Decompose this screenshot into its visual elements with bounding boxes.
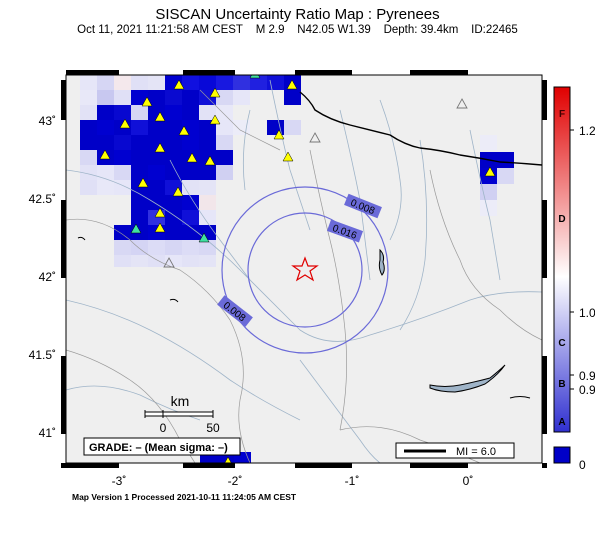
map-subtitle: Oct 11, 2021 11:21:58 AM CEST M 2.9 N42.… (0, 24, 595, 36)
lat-label-42: 42˚ (39, 270, 56, 284)
colorbar-value-0: 0 (579, 458, 586, 472)
colorbar-letter-d: D (558, 214, 565, 225)
lon-label-1: -1˚ (345, 474, 360, 488)
event-magnitude: M 2.9 (255, 24, 285, 36)
colorbar-value-0-9a: 0.9 (579, 369, 595, 383)
colorbar-letter-a: A (558, 417, 565, 428)
water-bodies (77, 236, 531, 399)
lon-label-0: 0˚ (463, 474, 474, 488)
lon-label-3: -3˚ (112, 474, 127, 488)
country-border (299, 91, 542, 166)
mi-legend: MI = 6.0 (395, 442, 515, 459)
colorbar-letter-b: B (558, 379, 565, 390)
event-date: Oct 11, 2021 11:21:58 AM CEST (77, 24, 243, 36)
colorbar-value-1-2: 1.2 (579, 124, 595, 138)
processing-footer: Map Version 1 Processed 2021-10-11 11:24… (72, 492, 297, 502)
lat-label-41-5: 41.5˚ (29, 348, 56, 362)
lat-label-41: 41˚ (39, 426, 56, 440)
svg-text:km: km (171, 393, 190, 409)
uncertainty-contours (221, 186, 389, 354)
event-location: N42.05 W1.39 (297, 24, 371, 36)
svg-text:MI = 6.0: MI = 6.0 (456, 446, 496, 458)
lon-label-2: -2˚ (228, 474, 243, 488)
svg-text:0: 0 (160, 421, 167, 435)
svg-text:50: 50 (206, 421, 220, 435)
epicenter-star (291, 256, 319, 282)
colorbar-value-1-0: 1.0 (579, 306, 595, 320)
colorbar: F D C B A 1.2 1.0 0.9 0.9 0 (553, 86, 595, 472)
event-depth: Depth: 39.4km (383, 24, 459, 36)
colorbar-value-0-9b: 0.9 (579, 383, 595, 397)
seismic-stations (99, 75, 496, 463)
grade-box: GRADE: – (Mean sigma: –) (83, 437, 241, 456)
map-frame (61, 70, 547, 468)
event-id: ID:22465 (471, 24, 518, 36)
colorbar-letter-c: C (558, 338, 565, 349)
colorbar-letter-f: F (559, 109, 565, 120)
svg-text:GRADE: – (Mean sigma: –): GRADE: – (Mean sigma: –) (89, 442, 228, 454)
lat-label-42-5: 42.5˚ (29, 192, 56, 206)
lat-label-43: 43˚ (39, 114, 56, 128)
scale-bar: km 0 50 (144, 393, 220, 435)
rivers (66, 79, 542, 463)
map-title: SISCAN Uncertainty Ratio Map : Pyrenees (155, 6, 440, 23)
